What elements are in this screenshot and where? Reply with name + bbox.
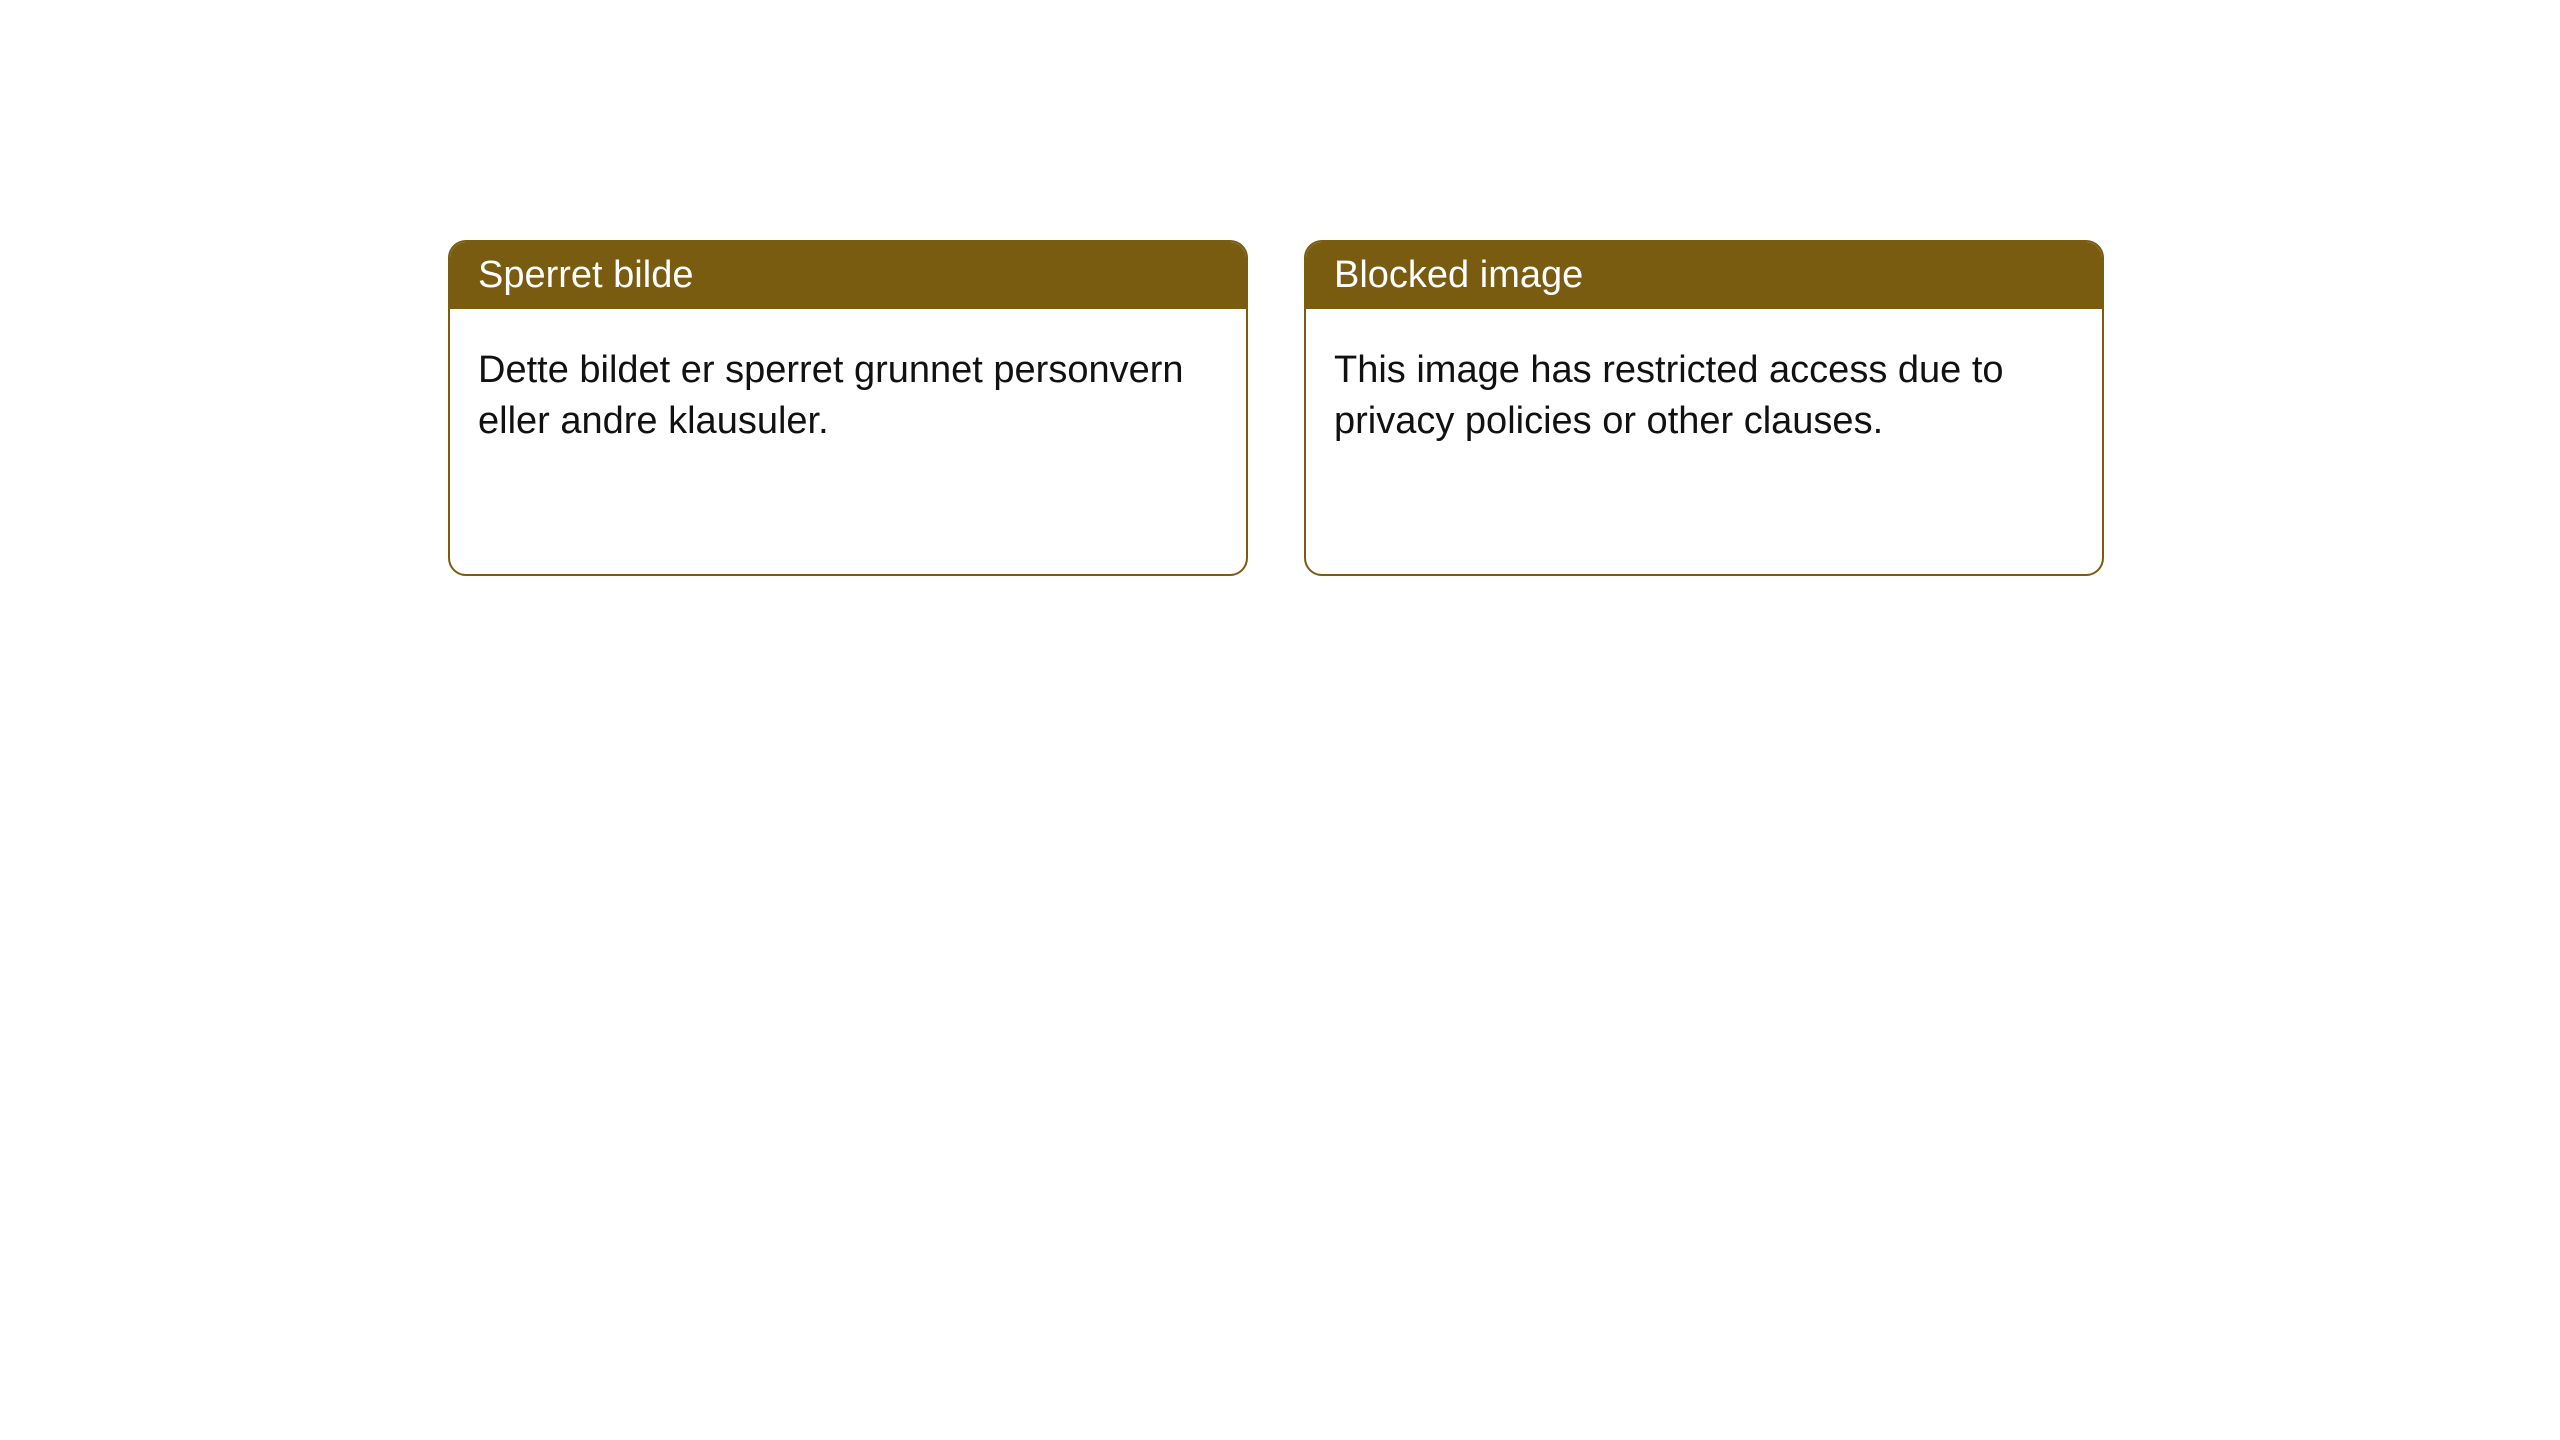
notice-title: Sperret bilde [450,242,1246,309]
notice-body: Dette bildet er sperret grunnet personve… [450,309,1246,484]
notice-card-norwegian: Sperret bilde Dette bildet er sperret gr… [448,240,1248,576]
notice-title: Blocked image [1306,242,2102,309]
notice-container: Sperret bilde Dette bildet er sperret gr… [0,0,2560,576]
notice-card-english: Blocked image This image has restricted … [1304,240,2104,576]
notice-body: This image has restricted access due to … [1306,309,2102,484]
